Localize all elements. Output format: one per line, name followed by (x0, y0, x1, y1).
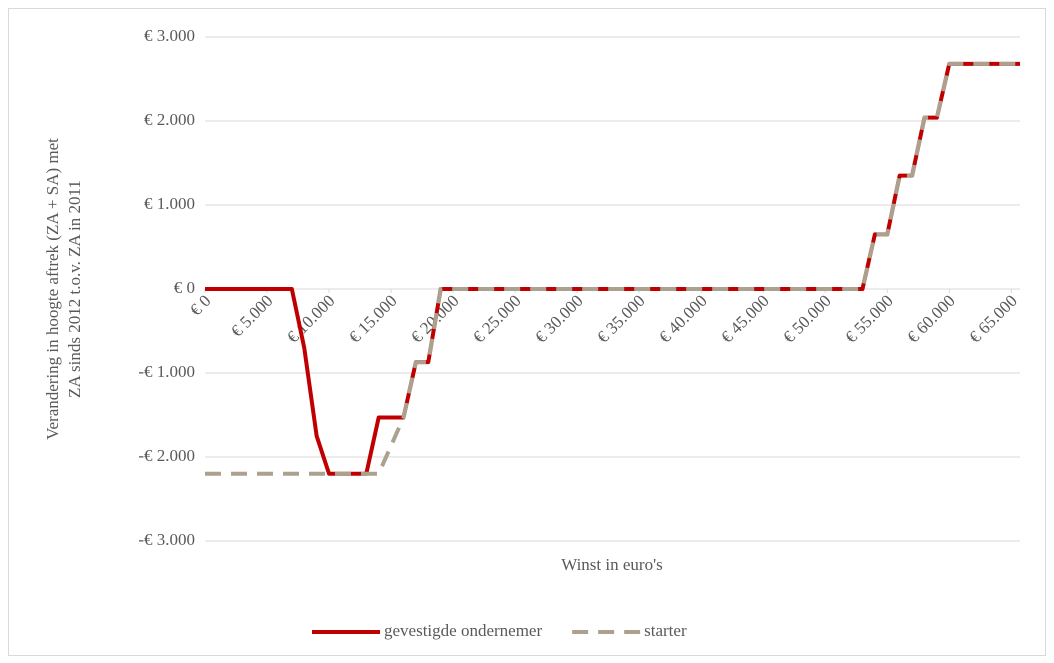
y-axis-label-line: Verandering in hoogte aftrek (ZA + SA) m… (43, 138, 62, 440)
y-tick-label: € 3.000 (144, 26, 195, 45)
y-tick-label: € 2.000 (144, 110, 195, 129)
x-axis-label: Winst in euro's (561, 555, 663, 574)
y-tick-label: -€ 2.000 (138, 446, 195, 465)
y-tick-label: -€ 3.000 (138, 530, 195, 549)
y-axis-label: Verandering in hoogte aftrek (ZA + SA) m… (43, 138, 84, 440)
legend-label: gevestigde ondernemer (384, 621, 542, 640)
chart-border (8, 8, 1046, 656)
y-tick-label: -€ 1.000 (138, 362, 195, 381)
legend-label: starter (644, 621, 687, 640)
y-axis-label-line: ZA sinds 2012 t.o.v. ZA in 2011 (65, 180, 84, 398)
y-tick-label: € 0 (174, 278, 195, 297)
series-line (205, 61, 1020, 476)
y-tick-label: € 1.000 (144, 194, 195, 213)
